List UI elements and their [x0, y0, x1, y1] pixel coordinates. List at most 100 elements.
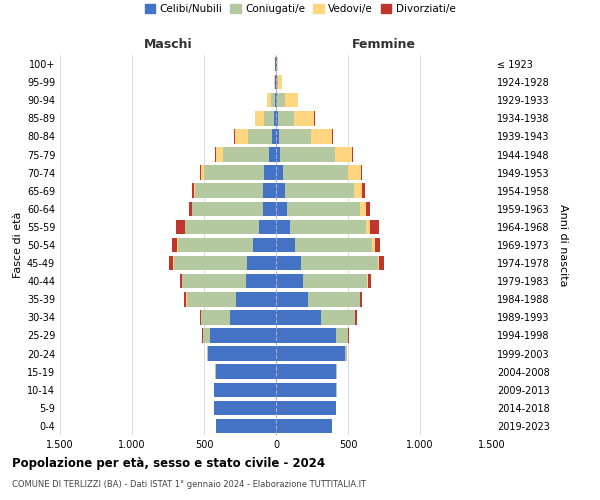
- Bar: [272, 129, 276, 144]
- Bar: [263, 202, 276, 216]
- Bar: [185, 220, 259, 234]
- Bar: [284, 93, 298, 108]
- Bar: [276, 274, 302, 288]
- Bar: [360, 292, 362, 306]
- Bar: [271, 93, 275, 108]
- Bar: [335, 148, 352, 162]
- Bar: [275, 93, 276, 108]
- Bar: [173, 256, 174, 270]
- Bar: [276, 364, 337, 379]
- Text: Popolazione per età, sesso e stato civile - 2024: Popolazione per età, sesso e stato civil…: [12, 458, 325, 470]
- Bar: [215, 418, 276, 433]
- Bar: [196, 184, 263, 198]
- Bar: [230, 310, 276, 324]
- Bar: [301, 256, 377, 270]
- Bar: [280, 148, 335, 162]
- Bar: [379, 256, 384, 270]
- Bar: [246, 274, 276, 288]
- Bar: [215, 364, 276, 379]
- Bar: [290, 220, 366, 234]
- Bar: [283, 166, 348, 180]
- Bar: [278, 111, 294, 126]
- Bar: [210, 328, 276, 342]
- Bar: [248, 129, 272, 144]
- Bar: [361, 166, 362, 180]
- Bar: [377, 256, 379, 270]
- Bar: [178, 238, 253, 252]
- Bar: [176, 220, 185, 234]
- Bar: [253, 238, 276, 252]
- Bar: [368, 274, 371, 288]
- Bar: [255, 111, 264, 126]
- Bar: [311, 129, 332, 144]
- Bar: [275, 57, 276, 72]
- Bar: [203, 328, 210, 342]
- Bar: [276, 328, 337, 342]
- Bar: [276, 111, 278, 126]
- Bar: [373, 238, 374, 252]
- Bar: [259, 220, 276, 234]
- Bar: [302, 274, 367, 288]
- Bar: [278, 75, 283, 90]
- Bar: [362, 184, 365, 198]
- Bar: [189, 202, 192, 216]
- Bar: [337, 328, 348, 342]
- Bar: [276, 129, 279, 144]
- Bar: [276, 75, 277, 90]
- Text: Femmine: Femmine: [352, 38, 416, 52]
- Bar: [370, 220, 379, 234]
- Bar: [276, 166, 283, 180]
- Bar: [200, 310, 201, 324]
- Bar: [276, 57, 277, 72]
- Bar: [276, 418, 332, 433]
- Bar: [269, 148, 276, 162]
- Bar: [265, 166, 276, 180]
- Bar: [193, 202, 263, 216]
- Bar: [276, 238, 295, 252]
- Bar: [274, 111, 276, 126]
- Y-axis label: Fasce di età: Fasce di età: [13, 212, 23, 278]
- Bar: [214, 382, 276, 397]
- Bar: [355, 310, 357, 324]
- Bar: [294, 111, 314, 126]
- Bar: [215, 148, 223, 162]
- Bar: [348, 328, 349, 342]
- Bar: [234, 129, 235, 144]
- Bar: [360, 202, 366, 216]
- Bar: [214, 400, 276, 415]
- Bar: [182, 274, 246, 288]
- Bar: [276, 220, 290, 234]
- Text: COMUNE DI TERLIZZI (BA) - Dati ISTAT 1° gennaio 2024 - Elaborazione TUTTITALIA.I: COMUNE DI TERLIZZI (BA) - Dati ISTAT 1° …: [12, 480, 366, 489]
- Bar: [276, 310, 320, 324]
- Bar: [276, 292, 308, 306]
- Bar: [263, 184, 276, 198]
- Y-axis label: Anni di nascita: Anni di nascita: [558, 204, 568, 286]
- Bar: [202, 328, 203, 342]
- Bar: [247, 256, 276, 270]
- Bar: [352, 148, 353, 162]
- Bar: [284, 184, 354, 198]
- Bar: [276, 256, 301, 270]
- Bar: [201, 166, 204, 180]
- Bar: [366, 220, 370, 234]
- Bar: [207, 346, 208, 361]
- Bar: [277, 75, 278, 90]
- Bar: [192, 184, 194, 198]
- Legend: Celibi/Nubili, Coniugati/e, Vedovi/e, Divorziati/e: Celibi/Nubili, Coniugati/e, Vedovi/e, Di…: [140, 0, 460, 18]
- Bar: [276, 93, 277, 108]
- Bar: [276, 184, 284, 198]
- Bar: [187, 292, 236, 306]
- Bar: [223, 148, 269, 162]
- Bar: [374, 238, 380, 252]
- Bar: [201, 310, 230, 324]
- Bar: [354, 184, 362, 198]
- Bar: [264, 111, 274, 126]
- Bar: [172, 238, 178, 252]
- Bar: [295, 238, 373, 252]
- Bar: [287, 202, 360, 216]
- Bar: [274, 75, 275, 90]
- Bar: [348, 166, 361, 180]
- Bar: [169, 256, 173, 270]
- Bar: [367, 274, 368, 288]
- Bar: [276, 400, 336, 415]
